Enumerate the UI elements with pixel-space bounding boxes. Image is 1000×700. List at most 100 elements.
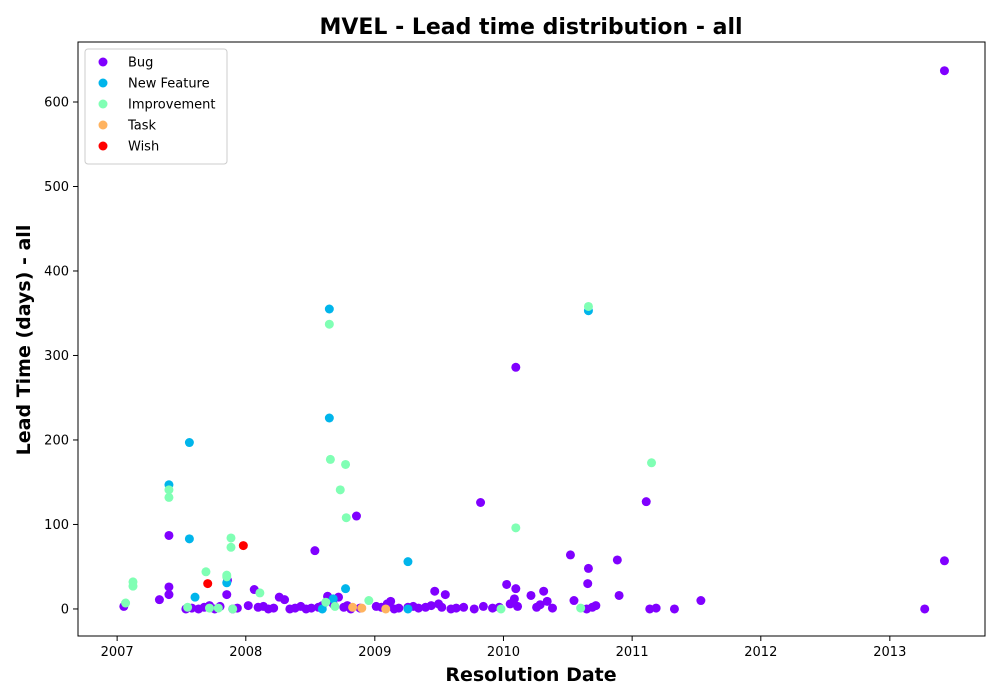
data-point [511, 362, 521, 372]
y-tick-label: 400 [44, 264, 69, 279]
data-point [128, 581, 138, 591]
legend: Bug New Feature Improvement Task Wish [84, 48, 228, 165]
data-point [488, 603, 498, 613]
data-point [451, 603, 461, 613]
legend-marker [98, 141, 108, 151]
data-point [511, 584, 521, 594]
data-point [583, 579, 593, 589]
data-point [509, 594, 519, 604]
data-point [440, 590, 450, 600]
x-axis: 2007 2008 2009 2010 2011 2012 2013 [101, 636, 906, 660]
data-point [330, 601, 340, 611]
data-point [511, 523, 521, 533]
y-tick-label: 100 [44, 518, 69, 533]
data-point [357, 603, 367, 613]
x-tick-label: 2013 [873, 645, 906, 660]
data-point [535, 600, 545, 610]
legend-label: Bug [128, 56, 153, 71]
data-point [341, 459, 351, 469]
data-point [426, 601, 436, 611]
legend-marker [98, 78, 108, 88]
data-point [243, 601, 253, 611]
y-tick-label: 500 [44, 180, 69, 195]
data-point [238, 541, 248, 551]
data-point [184, 534, 194, 544]
data-point [335, 485, 345, 495]
data-point [348, 602, 358, 612]
data-point [325, 454, 335, 464]
x-axis-label: Resolution Date [445, 664, 616, 686]
data-point [583, 301, 593, 311]
data-point [547, 603, 557, 613]
data-point [437, 602, 447, 612]
plot-area [77, 41, 986, 637]
data-point [576, 603, 586, 613]
data-point [612, 555, 622, 565]
chart-title: MVEL - Lead time distribution - all [319, 15, 742, 40]
legend-label: Task [127, 119, 157, 134]
data-point [614, 590, 624, 600]
data-point [539, 586, 549, 596]
legend-marker [98, 99, 108, 109]
x-tick-label: 2011 [616, 645, 649, 660]
x-tick-label: 2010 [487, 645, 520, 660]
data-point [502, 579, 512, 589]
plot-frame [77, 41, 986, 637]
data-point [565, 550, 575, 560]
data-point [280, 595, 290, 605]
data-point [164, 582, 174, 592]
data-point [310, 546, 320, 556]
data-point [154, 595, 164, 605]
data-point [669, 604, 679, 614]
legend-box [84, 48, 228, 165]
data-point [469, 604, 479, 614]
data-point [164, 492, 174, 502]
x-tick-label: 2012 [744, 645, 777, 660]
data-point [164, 590, 174, 600]
data-point [183, 602, 193, 612]
data-point [569, 596, 579, 606]
y-tick-label: 0 [61, 602, 69, 617]
y-tick-label: 600 [44, 95, 69, 110]
data-point [351, 511, 361, 521]
data-point [920, 604, 930, 614]
data-point [324, 319, 334, 329]
legend-marker [98, 120, 108, 130]
data-point [190, 592, 200, 602]
data-point [204, 603, 214, 613]
data-point [476, 497, 486, 507]
y-tick-label: 300 [44, 349, 69, 364]
data-point [496, 604, 506, 614]
data-point [394, 603, 404, 613]
data-point [324, 413, 334, 423]
data-point [459, 602, 469, 612]
data-point [641, 497, 651, 507]
data-point [939, 556, 949, 566]
x-tick-label: 2007 [101, 645, 134, 660]
data-point [255, 588, 265, 598]
data-point [386, 596, 396, 606]
data-point [226, 542, 236, 552]
x-tick-label: 2009 [358, 645, 391, 660]
data-point [321, 597, 331, 607]
data-point [226, 533, 236, 543]
data-point [213, 603, 223, 613]
data-point [269, 603, 279, 613]
data-point [513, 601, 523, 611]
data-point [222, 590, 232, 600]
legend-label: Wish [128, 140, 159, 155]
data-point [222, 572, 232, 582]
data-point [201, 567, 211, 577]
y-axis: 0 100 200 300 400 500 600 [44, 95, 78, 617]
data-point [341, 584, 351, 594]
data-point [591, 601, 601, 611]
data-point [403, 604, 413, 614]
data-point [324, 304, 334, 314]
data-point [542, 596, 552, 606]
data-point [583, 563, 593, 573]
series-wish [203, 541, 248, 589]
data-point [228, 604, 238, 614]
data-point [647, 458, 657, 468]
y-axis-label: Lead Time (days) - all [13, 225, 35, 456]
